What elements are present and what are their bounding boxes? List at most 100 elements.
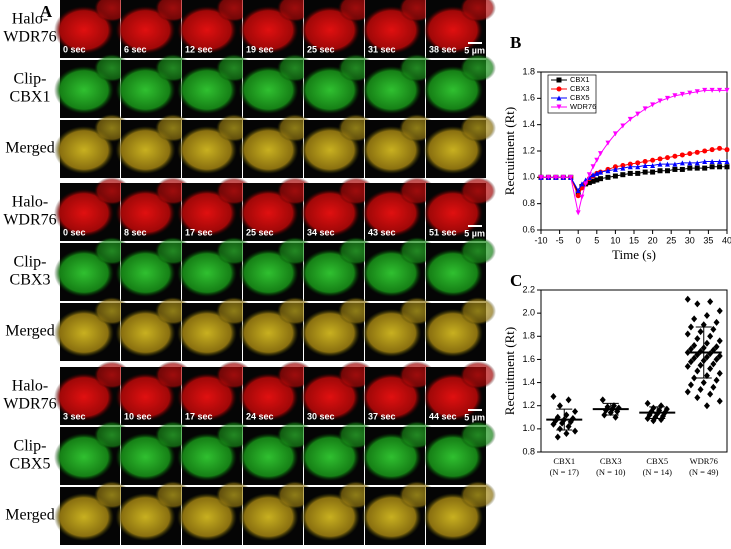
marker xyxy=(679,91,685,97)
error-bar xyxy=(556,408,573,431)
data-point xyxy=(697,386,704,394)
nucleus xyxy=(460,54,496,82)
row-label: CBX5 xyxy=(10,456,51,473)
y-tick-label: 1.0 xyxy=(522,423,535,433)
data-point xyxy=(554,433,561,441)
time-label: 51 sec xyxy=(429,227,457,237)
marker xyxy=(620,165,626,171)
y-tick-label: 0.8 xyxy=(522,446,535,456)
marker xyxy=(650,157,656,163)
marker xyxy=(672,161,678,167)
x-tick-label: 40 xyxy=(722,235,731,245)
row-label: Clip- xyxy=(14,254,47,271)
nucleus xyxy=(54,433,114,481)
marker xyxy=(635,170,641,176)
nucleus xyxy=(460,0,496,22)
data-point xyxy=(599,396,606,404)
marker xyxy=(556,77,562,83)
y-axis-label: Recruitment (Rt) xyxy=(502,107,517,195)
y-axis-label: Recruitment (Rt) xyxy=(502,327,517,415)
marker xyxy=(598,176,604,182)
data-point xyxy=(687,381,694,389)
row-label: WDR76 xyxy=(3,29,56,46)
marker xyxy=(687,160,693,166)
marker xyxy=(679,152,685,158)
data-point xyxy=(716,307,723,315)
marker xyxy=(717,87,723,93)
marker xyxy=(620,123,626,129)
y-tick-label: 1.2 xyxy=(522,145,535,155)
marker xyxy=(586,180,592,186)
marker xyxy=(694,165,700,171)
error-bar xyxy=(695,326,712,379)
x-tick-label: CBX3 xyxy=(600,456,622,466)
marker xyxy=(627,170,633,176)
nucleus xyxy=(338,0,374,22)
row-label: Merged xyxy=(5,507,54,524)
panel-label: B xyxy=(510,33,521,52)
marker xyxy=(594,177,600,183)
nucleus xyxy=(460,177,496,205)
marker xyxy=(672,166,678,172)
marker xyxy=(664,161,670,167)
time-label: 44 sec xyxy=(429,411,457,421)
marker xyxy=(717,145,723,151)
data-point xyxy=(691,342,698,350)
marker xyxy=(560,174,566,180)
time-label: 19 sec xyxy=(246,44,274,54)
marker xyxy=(612,164,618,170)
marker xyxy=(664,168,670,174)
data-point xyxy=(550,420,557,428)
data-point xyxy=(691,374,698,382)
data-point xyxy=(703,339,710,347)
marker xyxy=(635,160,641,166)
marker xyxy=(672,153,678,159)
nucleus xyxy=(54,373,114,421)
y-tick-label: 1.6 xyxy=(522,354,535,364)
marker xyxy=(687,90,693,96)
marker xyxy=(657,98,663,104)
x-tick-label: 15 xyxy=(629,235,639,245)
x-tick-note: (N = 17) xyxy=(550,467,580,477)
y-tick-label: 1.0 xyxy=(522,172,535,182)
nucleus xyxy=(54,309,114,357)
marker xyxy=(694,149,700,155)
data-point xyxy=(684,388,691,396)
time-label: 30 sec xyxy=(307,411,335,421)
data-point xyxy=(565,396,572,404)
data-point xyxy=(707,332,714,340)
data-point xyxy=(707,365,714,373)
marker xyxy=(612,173,618,179)
nucleus xyxy=(460,297,496,325)
data-point xyxy=(707,390,714,398)
marker xyxy=(650,169,656,175)
nucleus xyxy=(155,0,191,22)
y-tick-label: 1.6 xyxy=(522,93,535,103)
data-point xyxy=(694,300,701,308)
legend-box xyxy=(547,74,597,114)
data-point xyxy=(684,330,691,338)
marker xyxy=(672,93,678,99)
marker xyxy=(590,164,596,170)
data-point xyxy=(694,335,701,343)
x-tick-label: CBX1 xyxy=(553,456,575,466)
data-point xyxy=(612,413,619,421)
marker xyxy=(650,162,656,168)
marker xyxy=(709,159,715,165)
time-label: 8 sec xyxy=(124,227,147,237)
nucleus xyxy=(54,6,114,54)
x-tick-label: -5 xyxy=(556,235,564,245)
data-point xyxy=(713,318,720,326)
data-point xyxy=(691,354,698,362)
time-label: 17 sec xyxy=(185,411,213,421)
y-tick-label: 1.2 xyxy=(522,400,535,410)
row-label: Halo- xyxy=(12,11,48,28)
marker xyxy=(575,188,581,193)
marker xyxy=(538,174,544,180)
scale-label: 5 µm xyxy=(464,228,485,238)
data-point xyxy=(703,402,710,410)
data-point xyxy=(687,345,694,353)
marker xyxy=(709,147,715,153)
time-label: 25 sec xyxy=(307,44,335,54)
panel-label: A xyxy=(40,2,53,21)
